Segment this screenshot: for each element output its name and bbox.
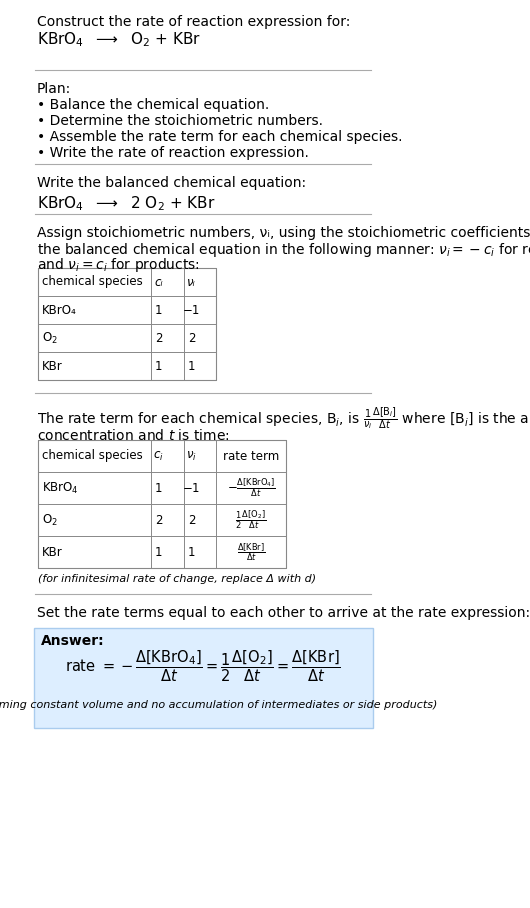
Text: and $\nu_i = c_i$ for products:: and $\nu_i = c_i$ for products: — [37, 256, 200, 274]
Text: Construct the rate of reaction expression for:: Construct the rate of reaction expressio… — [37, 15, 350, 29]
Text: 1: 1 — [155, 303, 162, 317]
Text: 1: 1 — [188, 546, 195, 558]
Text: chemical species: chemical species — [42, 275, 143, 289]
Text: 2: 2 — [188, 514, 195, 527]
Text: $c_i$: $c_i$ — [153, 449, 164, 462]
Text: • Balance the chemical equation.: • Balance the chemical equation. — [37, 98, 269, 112]
Text: KBr: KBr — [42, 546, 63, 558]
Text: concentration and $t$ is time:: concentration and $t$ is time: — [37, 428, 229, 443]
FancyBboxPatch shape — [38, 268, 216, 380]
Text: (for infinitesimal rate of change, replace Δ with d): (for infinitesimal rate of change, repla… — [38, 574, 316, 584]
Text: Answer:: Answer: — [41, 634, 104, 648]
Text: KBrO$_4$  $\longrightarrow$  O$_2$ + KBr: KBrO$_4$ $\longrightarrow$ O$_2$ + KBr — [37, 30, 201, 49]
Text: KBrO$_4$  $\longrightarrow$  2 O$_2$ + KBr: KBrO$_4$ $\longrightarrow$ 2 O$_2$ + KBr — [37, 194, 215, 212]
Text: the balanced chemical equation in the following manner: $\nu_i = -c_i$ for react: the balanced chemical equation in the fo… — [37, 241, 530, 259]
Text: • Write the rate of reaction expression.: • Write the rate of reaction expression. — [37, 146, 308, 160]
Text: (assuming constant volume and no accumulation of intermediates or side products): (assuming constant volume and no accumul… — [0, 700, 437, 710]
Text: νᵢ: νᵢ — [187, 275, 196, 289]
Text: $\nu_i$: $\nu_i$ — [186, 449, 197, 462]
Text: KBrO$_4$: KBrO$_4$ — [42, 480, 79, 496]
Text: cᵢ: cᵢ — [154, 275, 163, 289]
Text: Assign stoichiometric numbers, νᵢ, using the stoichiometric coefficients, cᵢ, fr: Assign stoichiometric numbers, νᵢ, using… — [37, 226, 530, 240]
Text: Plan:: Plan: — [37, 82, 71, 96]
Text: 2: 2 — [188, 331, 195, 344]
Text: 1: 1 — [155, 360, 162, 372]
Text: Set the rate terms equal to each other to arrive at the rate expression:: Set the rate terms equal to each other t… — [37, 606, 530, 620]
Text: rate term: rate term — [223, 449, 279, 462]
Text: The rate term for each chemical species, B$_i$, is $\frac{1}{\nu_i}\frac{\Delta[: The rate term for each chemical species,… — [37, 406, 530, 432]
Text: $-1$: $-1$ — [182, 481, 200, 495]
Text: KBr: KBr — [42, 360, 63, 372]
Text: $\frac{1}{2}\frac{\Delta[\mathrm{O_2}]}{\Delta t}$: $\frac{1}{2}\frac{\Delta[\mathrm{O_2}]}{… — [235, 508, 267, 531]
Text: Write the balanced chemical equation:: Write the balanced chemical equation: — [37, 176, 306, 190]
Text: 1: 1 — [155, 546, 162, 558]
Text: O$_2$: O$_2$ — [42, 512, 58, 528]
Text: rate $= -\dfrac{\Delta[\mathrm{KBrO_4}]}{\Delta t} = \dfrac{1}{2}\dfrac{\Delta[\: rate $= -\dfrac{\Delta[\mathrm{KBrO_4}]}… — [66, 648, 341, 684]
Text: • Assemble the rate term for each chemical species.: • Assemble the rate term for each chemic… — [37, 130, 402, 144]
Text: $-\frac{\Delta[\mathrm{KBrO_4}]}{\Delta t}$: $-\frac{\Delta[\mathrm{KBrO_4}]}{\Delta … — [227, 477, 276, 499]
Text: 2: 2 — [155, 514, 162, 527]
Text: • Determine the stoichiometric numbers.: • Determine the stoichiometric numbers. — [37, 114, 323, 128]
FancyBboxPatch shape — [34, 628, 373, 728]
FancyBboxPatch shape — [38, 440, 286, 568]
Text: chemical species: chemical species — [42, 449, 143, 462]
Text: $\frac{\Delta[\mathrm{KBr}]}{\Delta t}$: $\frac{\Delta[\mathrm{KBr}]}{\Delta t}$ — [237, 541, 266, 563]
Text: KBrO₄: KBrO₄ — [42, 303, 77, 317]
Text: 1: 1 — [155, 481, 162, 495]
Text: O$_2$: O$_2$ — [42, 331, 58, 346]
Text: −1: −1 — [183, 303, 200, 317]
Text: 2: 2 — [155, 331, 162, 344]
Text: 1: 1 — [188, 360, 195, 372]
